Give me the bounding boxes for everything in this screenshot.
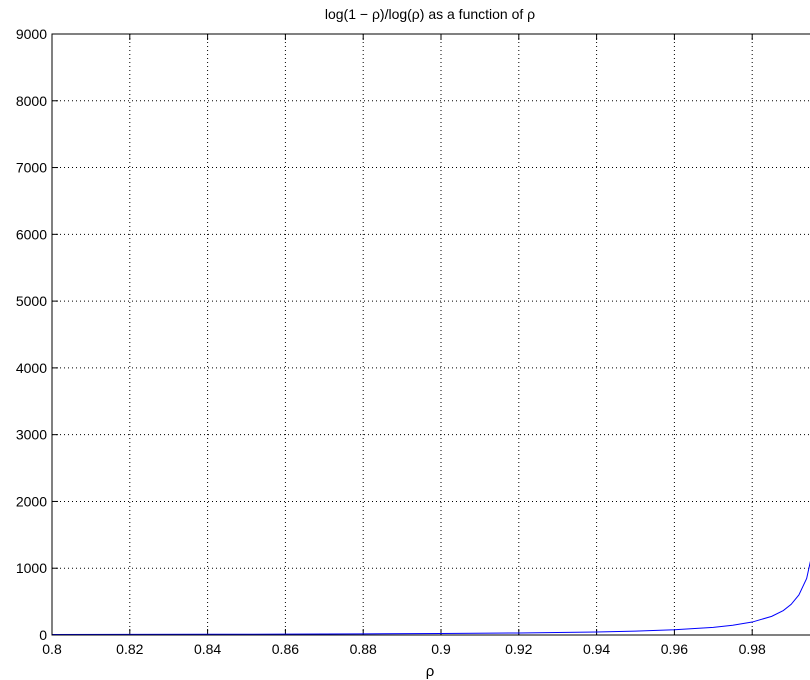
x-tick-label: 0.86 [272, 641, 299, 657]
y-tick-labels: 0 1000 2000 3000 4000 5000 6000 7000 8000 9000 [16, 26, 47, 643]
x-tick-label: 0.84 [194, 641, 221, 657]
y-tick-label: 7000 [16, 160, 47, 176]
y-tick-label: 8000 [16, 93, 47, 109]
x-axis-label: ρ [426, 663, 435, 680]
y-tick-label: 1000 [16, 560, 47, 576]
grid [52, 34, 810, 635]
x-tick-label: 0.92 [505, 641, 532, 657]
y-tick-label: 6000 [16, 226, 47, 242]
series-layer [51, 560, 810, 636]
x-tick-label: 0.98 [739, 641, 766, 657]
x-tick-label: 0.94 [583, 641, 610, 657]
chart-title: log(1 − ρ)/log(ρ) as a function of ρ [325, 6, 535, 22]
x-tick-label: 0.96 [661, 641, 688, 657]
x-tick-label: 0.82 [116, 641, 143, 657]
y-tick-label: 0 [39, 627, 47, 643]
y-tick-label: 3000 [16, 427, 47, 443]
y-tick-label: 5000 [16, 293, 47, 309]
plot-frame [51, 33, 810, 636]
x-tick-label: 0.9 [431, 641, 451, 657]
y-tick-label: 9000 [16, 26, 47, 42]
y-tick-label: 4000 [16, 360, 47, 376]
x-tick-label: 0.88 [350, 641, 377, 657]
series-line [51, 560, 810, 636]
x-tick-labels: 0.8 0.82 0.84 0.86 0.88 0.9 0.92 0.94 0.96 0.98 [42, 641, 766, 657]
x-tick-label: 0.8 [42, 641, 62, 657]
y-tick-label: 2000 [16, 493, 47, 509]
